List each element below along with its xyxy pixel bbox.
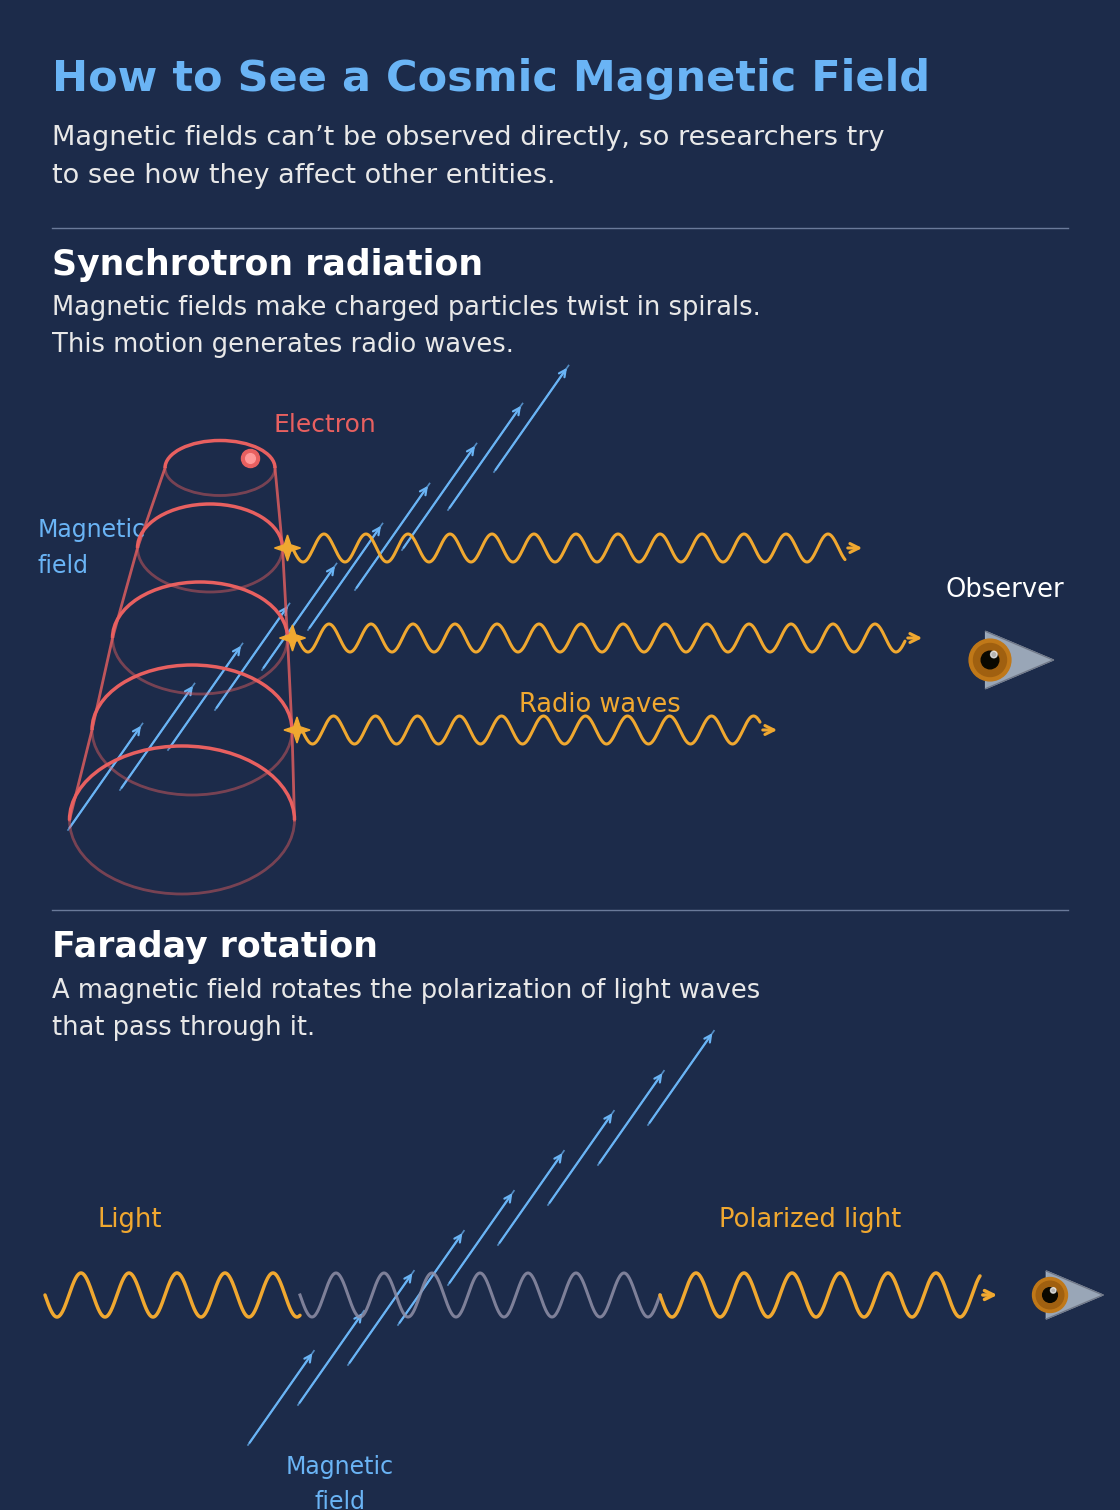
Text: This motion generates radio waves.: This motion generates radio waves. xyxy=(52,332,514,358)
Polygon shape xyxy=(274,535,300,562)
Polygon shape xyxy=(1046,1271,1103,1318)
Text: Polarized light: Polarized light xyxy=(719,1206,902,1234)
Circle shape xyxy=(973,643,1007,676)
Circle shape xyxy=(1043,1288,1057,1302)
Text: Light: Light xyxy=(97,1206,162,1234)
Circle shape xyxy=(969,639,1011,681)
Text: Electron: Electron xyxy=(273,414,376,436)
Polygon shape xyxy=(280,625,306,651)
Text: Synchrotron radiation: Synchrotron radiation xyxy=(52,248,483,282)
Circle shape xyxy=(1051,1288,1056,1293)
Text: Faraday rotation: Faraday rotation xyxy=(52,930,377,963)
Text: Radio waves: Radio waves xyxy=(520,692,681,717)
Circle shape xyxy=(990,651,997,658)
Text: Observer: Observer xyxy=(945,577,1064,602)
Circle shape xyxy=(1036,1280,1064,1309)
Text: to see how they affect other entities.: to see how they affect other entities. xyxy=(52,163,556,189)
Text: Magnetic fields make charged particles twist in spirals.: Magnetic fields make charged particles t… xyxy=(52,294,760,322)
Circle shape xyxy=(1033,1277,1067,1312)
Text: Magnetic
field: Magnetic field xyxy=(38,518,146,578)
Text: How to See a Cosmic Magnetic Field: How to See a Cosmic Magnetic Field xyxy=(52,57,930,100)
Text: Magnetic fields can’t be observed directly, so researchers try: Magnetic fields can’t be observed direct… xyxy=(52,125,885,151)
Circle shape xyxy=(981,651,999,669)
Polygon shape xyxy=(986,631,1053,689)
Text: that pass through it.: that pass through it. xyxy=(52,1015,315,1040)
Text: A magnetic field rotates the polarization of light waves: A magnetic field rotates the polarizatio… xyxy=(52,978,760,1004)
Text: Magnetic
field: Magnetic field xyxy=(286,1456,394,1510)
Polygon shape xyxy=(284,717,310,743)
